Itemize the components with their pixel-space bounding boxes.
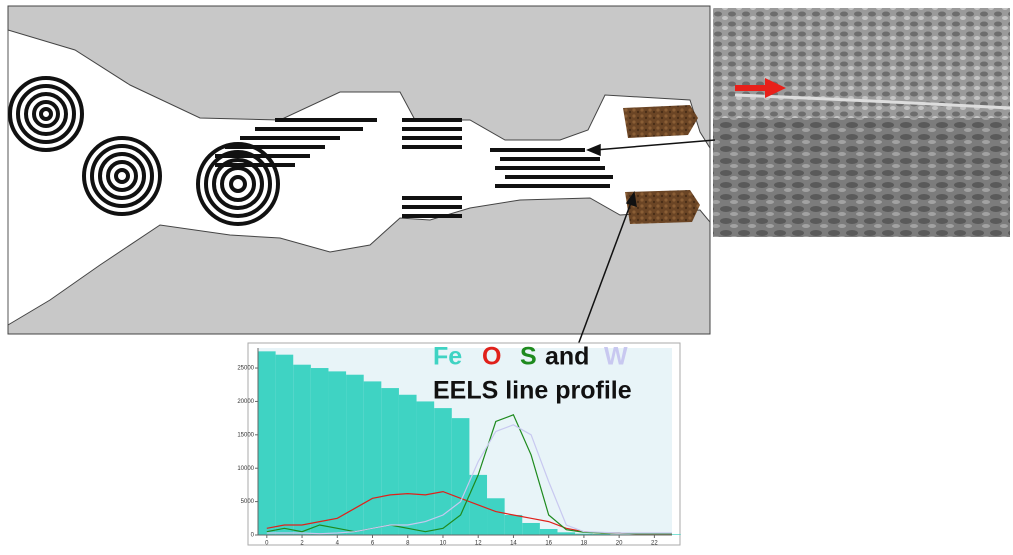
y-tick-label: 5000: [241, 499, 255, 505]
figure: 0500010000150002000025000024681012141618…: [0, 0, 1013, 555]
bar: [258, 351, 276, 535]
x-tick-label: 10: [440, 541, 447, 547]
bar: [487, 498, 505, 535]
bar: [434, 408, 452, 535]
schematic: [8, 6, 710, 334]
bar: [522, 523, 540, 535]
x-tick-label: 12: [475, 541, 482, 547]
x-tick-label: 20: [616, 541, 623, 547]
legend-w: W: [604, 343, 628, 371]
bar: [381, 388, 399, 535]
legend-o: O: [482, 343, 501, 371]
deposit-top: [623, 105, 698, 138]
y-tick-label: 10000: [237, 466, 254, 472]
bar: [328, 371, 346, 535]
page: {"chart_data": { "type": "line", "title"…: [0, 0, 1013, 555]
tem-image: [713, 8, 1010, 237]
chart-title: EELS line profile: [433, 377, 632, 405]
legend-and: and: [545, 343, 589, 371]
bar: [293, 365, 311, 535]
deposit-bottom: [625, 190, 700, 224]
x-tick-label: 18: [581, 541, 588, 547]
bar: [311, 368, 329, 535]
bar: [346, 375, 364, 535]
y-tick-label: 25000: [237, 366, 254, 372]
bar: [540, 529, 558, 535]
bar: [417, 401, 435, 535]
bar: [399, 395, 417, 535]
bar: [505, 515, 523, 535]
y-tick-label: 15000: [237, 432, 254, 438]
x-tick-label: 22: [651, 541, 658, 547]
legend-fe: Fe: [433, 343, 462, 371]
bar: [276, 355, 294, 535]
bar: [452, 418, 470, 535]
y-tick-label: 20000: [237, 399, 254, 405]
legend-s: S: [520, 343, 537, 371]
x-tick-label: 16: [545, 541, 552, 547]
x-tick-label: 14: [510, 541, 517, 547]
bar: [364, 381, 382, 535]
